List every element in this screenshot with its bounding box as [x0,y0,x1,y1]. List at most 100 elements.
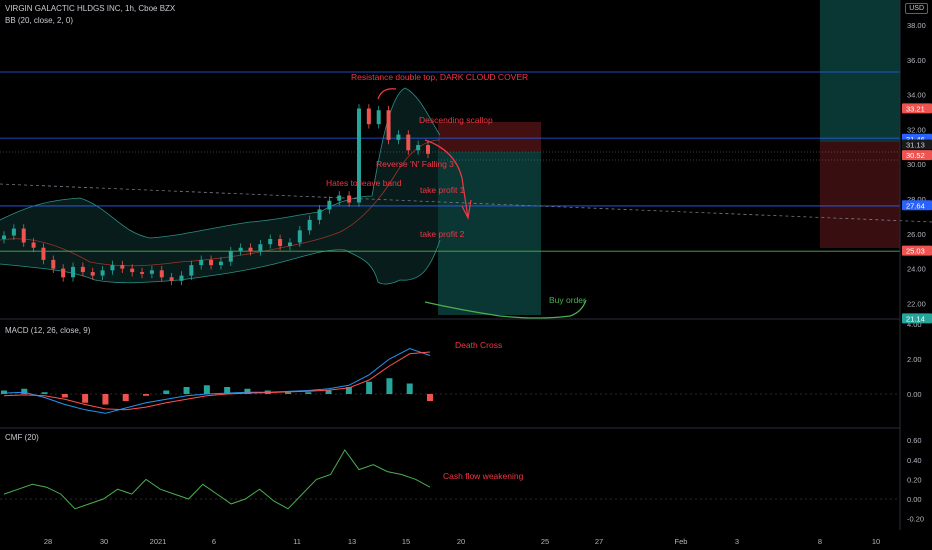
macd-title: MACD (12, 26, close, 9) [5,326,91,335]
candle-body [426,145,430,154]
annotation-descending: Descending scallop [419,115,493,125]
candle-body [366,108,371,125]
macd-hist-bar [406,383,413,394]
time-axis[interactable]: 28 30 2021 6 11 13 15 20 25 27 Feb 3 8 10 [44,537,880,546]
candle-body [11,228,16,236]
price-tag-label: 25.03 [906,247,925,256]
candle-body [189,265,194,276]
macd-hist-bar [41,392,48,394]
price-tag-bg [902,313,932,324]
candle-body [61,268,66,278]
price-tick-label: 24.00 [907,265,926,274]
bollinger-upper [0,87,441,239]
candle-body [31,242,36,248]
candle-body [228,251,233,262]
macd-hist-bar [366,381,373,394]
cmf-line [3,449,431,510]
right-profit-box [820,0,900,142]
price-tick-label: 26.00 [907,230,926,239]
cmf-axis[interactable]: 0.60 0.40 0.20 0.00 -0.20 [907,436,924,523]
macd-hist-bar [1,390,7,394]
buy-order-curve [424,299,587,319]
candle-body [80,266,85,273]
cmf-tick-label: 0.60 [907,436,922,445]
right-loss-box [820,142,900,248]
candle-body [110,265,115,271]
price-tick-label: 28.00 [907,195,926,204]
candle-body [347,195,352,203]
candle-body [179,275,184,281]
price-tick-label: 38.00 [907,21,926,30]
time-tick-label: 6 [212,537,216,546]
time-tick-label: 15 [402,537,410,546]
time-tick-label: 13 [348,537,356,546]
bollinger-lower [0,239,441,285]
price-tag-label: 30.52 [906,151,925,160]
price-tag-bg [902,103,932,114]
macd-histogram [1,378,433,405]
time-tick-label: 25 [541,537,549,546]
annotation-tp1: take profit 1 [420,185,465,195]
symbol-title: VIRGIN GALACTIC HLDGS INC, 1h, Cboe BZX [5,4,176,13]
macd-line [3,347,431,414]
macd-hist-bar [61,394,68,398]
annotation-cash-flow: Cash flow weakening [443,471,524,481]
time-tick-label: 8 [818,537,822,546]
price-tag-label: 31.13 [906,141,925,150]
price-tag-label: 27.64 [906,201,925,210]
annotation-death-cross: Death Cross [455,340,502,350]
candle-body [130,268,135,273]
price-tag-bg [902,150,932,161]
time-tick-label: 28 [44,537,52,546]
candle-body [278,239,283,246]
price-tick-label: 30.00 [907,160,926,169]
macd-hist-bar [163,390,170,394]
macd-hist-bar [386,378,393,394]
macd-hist-bar [143,394,149,396]
macd-hist-bar [427,394,433,401]
profit-zone-box [438,152,541,315]
falling-curve [424,139,472,220]
cmf-tick-label: 0.40 [907,456,922,465]
candle-body [218,261,223,266]
loss-zone-box [438,122,541,152]
candle-body [258,244,263,252]
macd-hist-bar [285,392,291,394]
candle-body [90,272,95,276]
candle-body [317,209,322,220]
candle-body [268,239,273,245]
price-tag-bg [902,200,932,211]
price-tag-bg [902,245,932,256]
candle-body [100,270,105,276]
annotation-hates: Hates to leave band [326,178,402,188]
candle-body [337,195,342,201]
time-tick-label: 20 [457,537,465,546]
candle-body [297,230,302,243]
macd-hist-bar [82,394,89,403]
time-tick-label: 10 [872,537,880,546]
bollinger-band-fill [0,88,440,285]
macd-hist-bar [102,394,109,405]
macd-hist-bar [21,388,28,394]
candle-body [248,247,253,252]
annotation-tp2: take profit 2 [420,229,465,239]
annotation-reverse: Reverse 'N' Falling 3 [376,159,454,169]
cmf-tick-label: -0.20 [907,515,924,524]
macd-hist-bar [183,387,190,394]
time-tick-label: 30 [100,537,108,546]
candle-body [327,200,332,210]
candle-body [386,110,391,140]
price-tick-label: 34.00 [907,91,926,100]
macd-axis[interactable]: 4.00 2.00 0.00 [907,320,922,399]
price-axis[interactable]: 38.00 36.00 34.00 32.00 30.00 28.00 26.00 24.00… [907,21,926,308]
candle-body [51,259,56,269]
annotation-buy: Buy order [549,295,586,305]
price-tag-bg [902,139,932,150]
macd-hist-bar [345,387,352,394]
currency-button[interactable]: USD [905,3,928,14]
candle-body [2,235,6,240]
candle-body [159,270,164,278]
cmf-tick-label: 0.00 [907,495,922,504]
annotation-resistance: Resistance double top, DARK CLOUD COVER [351,72,528,82]
